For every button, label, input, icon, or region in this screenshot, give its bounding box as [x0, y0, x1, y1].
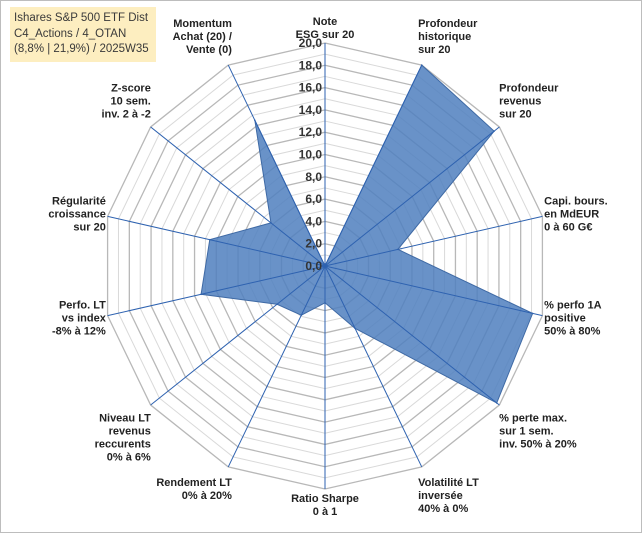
tick-label: 6,0	[305, 192, 322, 206]
axis-label: Momentum Achat (20) / Vente (0)	[173, 18, 233, 56]
title-line-1: Ishares S&P 500 ETF Dist	[14, 12, 149, 24]
axis-spoke	[324, 215, 543, 267]
axis-label: % perte max. sur 1 sem. inv. 50% à 20%	[499, 412, 577, 450]
tick-layer: 0,0 2,0 4,0 6,0 8,0 10,0 12,0 14,0 16,0 18,0 20,0	[299, 36, 323, 273]
axis-spoke	[324, 265, 500, 406]
axis-spoke	[107, 265, 326, 317]
tick-label: 18,0	[299, 58, 323, 72]
tick-label: 0,0	[305, 259, 322, 273]
title-line-3: (8,8% | 21,9%) / 2025W35	[14, 43, 149, 55]
axis-spoke	[150, 126, 326, 267]
axis-spoke	[324, 64, 423, 267]
axis-spoke	[150, 265, 326, 406]
axis-label: Capi. bours. en MdEUR 0 à 60 G€	[544, 196, 608, 234]
axis-spoke	[107, 215, 326, 267]
tick-label: 2,0	[305, 237, 322, 251]
tick-label: 8,0	[305, 170, 322, 184]
tick-label: 10,0	[299, 148, 323, 162]
axis-layer	[107, 43, 543, 489]
axis-label: Profondeur revenus sur 20	[499, 83, 559, 121]
title-line-2: C4_Actions / 4_OTAN	[14, 27, 127, 40]
axis-label: Note ESG sur 20	[296, 16, 355, 41]
axis-spoke	[324, 265, 423, 468]
tick-label: 12,0	[299, 125, 323, 139]
axis-spoke	[324, 126, 500, 267]
axis-label: Régularité croissance sur 20	[48, 196, 105, 234]
axis-label: Perfo. LT vs index -8% à 12%	[52, 299, 107, 337]
axis-label: Volatilité LT inversée 40% à 0%	[418, 477, 479, 515]
axis-label: Niveau LT revenus reccurents 0% à 6%	[95, 412, 152, 463]
tick-label: 14,0	[299, 103, 323, 117]
axis-label: % perfo 1A positive 50% à 80%	[544, 299, 602, 337]
axis-spoke	[324, 265, 543, 317]
tick-label: 16,0	[299, 81, 323, 95]
axis-label: Z-score 10 sem. inv. 2 à -2	[102, 83, 151, 121]
tick-label: 20,0	[299, 36, 323, 50]
axis-label: Profondeur historique sur 20	[418, 18, 478, 56]
tick-label: 4,0	[305, 214, 322, 228]
chart-title-box: Ishares S&P 500 ETF Dist C4_Actions / 4_…	[10, 7, 156, 62]
axis-spoke	[227, 265, 326, 468]
axis-label-layer: Note ESG sur 20 Profondeur historique sur 20…	[48, 16, 607, 518]
axis-label: Ratio Sharpe 0 à 1	[291, 493, 359, 518]
axis-spoke	[227, 64, 326, 267]
axis-label: Rendement LT 0% à 20%	[156, 477, 232, 502]
